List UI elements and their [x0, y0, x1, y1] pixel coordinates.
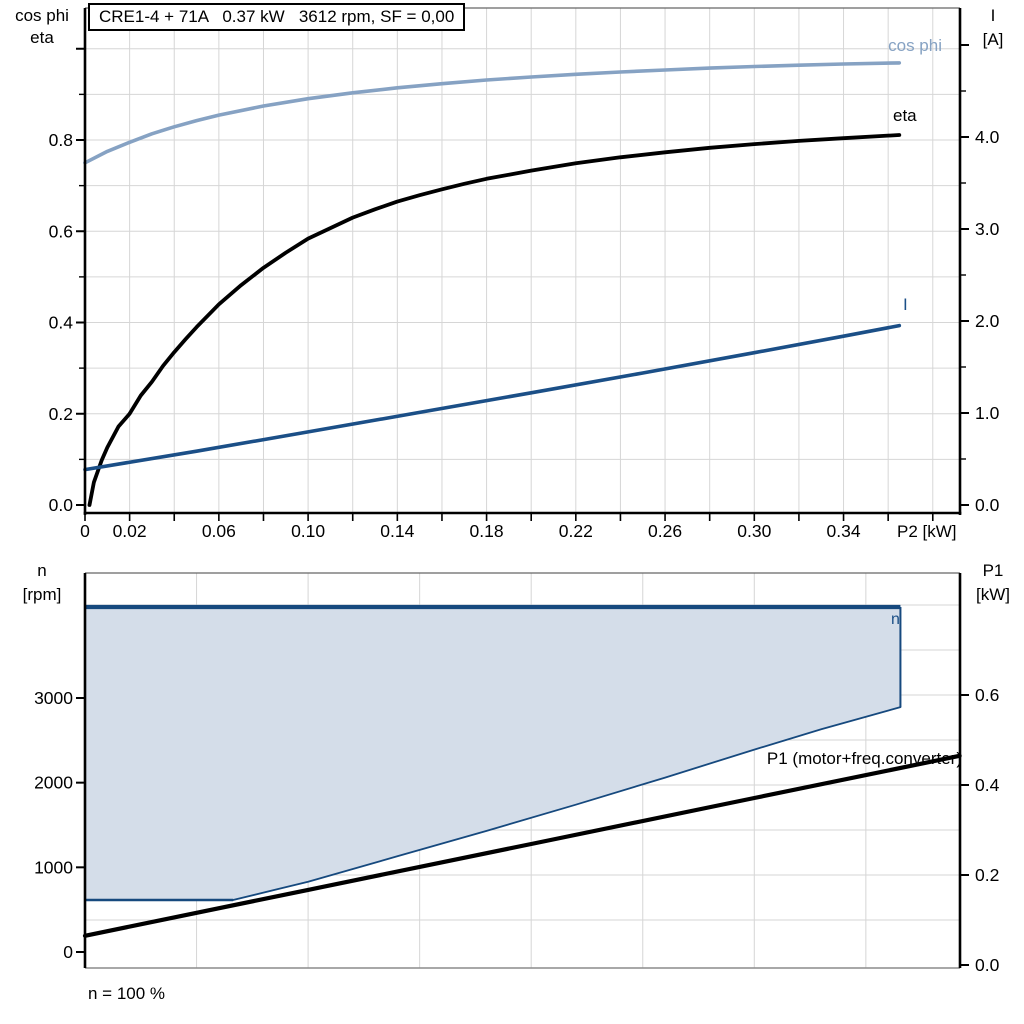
left-tick-label: 1000 [34, 857, 73, 877]
cos-phi-curve-label: cos phi [888, 36, 942, 55]
speed-note: n = 100 % [88, 984, 166, 1003]
p1-curve [82, 753, 962, 938]
eta-curve-label: eta [893, 106, 917, 125]
i-curve [83, 323, 902, 472]
top-left-axis-title-line2: eta [30, 28, 54, 47]
eta-curve [87, 133, 902, 507]
right-tick-label: 0.0 [975, 495, 1000, 515]
right-tick-label: 0.0 [975, 955, 1000, 975]
bottom-left-axis-title-line2: [rpm] [22, 585, 62, 604]
left-tick-label: 0 [63, 942, 73, 962]
x-tick-label: 0.34 [827, 521, 861, 541]
left-tick-label: 2000 [34, 773, 73, 793]
p1-curve-label: P1 (motor+freq.converter) [766, 749, 962, 768]
bottom-right-axis-title-line2: [kW] [976, 585, 1010, 604]
right-tick-label: 0.2 [975, 865, 999, 885]
x-tick-label: 0.06 [202, 521, 236, 541]
x-tick-label: 0.22 [559, 521, 593, 541]
speed-envelope-label: n [891, 611, 900, 628]
left-tick-label: 0.4 [49, 313, 74, 333]
x-tick-label: 0.10 [291, 521, 325, 541]
bottom-right-axis-title-line1: P1 [982, 561, 1004, 580]
right-tick-label: 0.6 [975, 685, 999, 705]
x-axis-title: P2 [kW] [897, 522, 957, 541]
x-tick-label: 0.02 [113, 521, 147, 541]
bottom-left-axis-title-line1: n [37, 561, 47, 580]
x-tick-label: 0 [80, 521, 90, 541]
x-tick-label: 0.14 [380, 521, 414, 541]
speed-envelope-slant [232, 706, 902, 901]
current-curve-label: I [903, 295, 908, 314]
speed-envelope-area [85, 607, 901, 900]
right-tick-label: 0.4 [975, 775, 1000, 795]
left-tick-label: 0.2 [49, 404, 73, 424]
left-tick-label: 0.0 [49, 495, 74, 515]
x-tick-label: 0.30 [737, 521, 771, 541]
left-tick-label: 0.6 [49, 221, 73, 241]
top-left-axis-title-line1: cos phi [15, 6, 69, 25]
left-tick-label: 0.8 [49, 130, 73, 150]
x-tick-label: 0.18 [470, 521, 504, 541]
chart-title-box: CRE1-4 + 71A 0.37 kW 3612 rpm, SF = 0,00 [88, 3, 466, 31]
right-tick-label: 2.0 [975, 311, 1000, 331]
cos-phi-curve [83, 61, 902, 165]
right-tick-label: 1.0 [975, 403, 1000, 423]
x-tick-label: 0.26 [648, 521, 682, 541]
right-tick-label: 3.0 [975, 219, 1000, 239]
top-right-axis-title-line2: [A] [982, 30, 1004, 49]
left-tick-label: 3000 [34, 688, 73, 708]
right-tick-label: 4.0 [975, 127, 1000, 147]
top-right-axis-title-line1: I [990, 6, 996, 25]
